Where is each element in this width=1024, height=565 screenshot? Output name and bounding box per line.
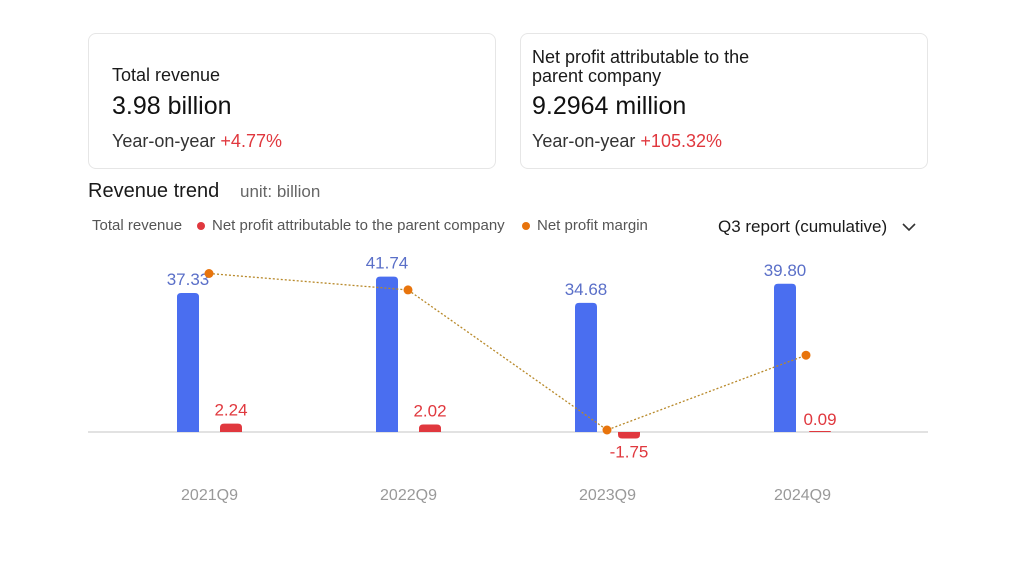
x-axis-tick-label: 2024Q9 (774, 487, 831, 504)
profit-bar (419, 424, 441, 432)
legend-label: Net profit margin (537, 217, 648, 234)
trend-unit: unit: billion (240, 182, 321, 201)
period-select-dropdown[interactable]: Q3 report (cumulative) (718, 214, 917, 240)
trend-title: Revenue trend (88, 180, 220, 202)
legend-label: Total revenue (92, 217, 183, 234)
legend-item-net-profit[interactable]: Net profit attributable to the parent co… (197, 217, 505, 234)
total-revenue-yoy: Year-on-year +4.77% (112, 131, 282, 152)
net-profit-label: Net profit attributable to the parent co… (532, 47, 750, 86)
legend-label: Net profit attributable to the parent co… (212, 217, 505, 234)
revenue-value-label: 41.74 (366, 254, 409, 273)
yoy-value: +105.32% (640, 131, 722, 151)
profit-value-label: 2.24 (214, 401, 247, 420)
chevron-down-icon (901, 222, 917, 232)
period-select-value: Q3 report (cumulative) (718, 217, 888, 236)
revenue-bar (774, 283, 796, 432)
net-profit-margin-point (801, 350, 811, 360)
net-profit-yoy: Year-on-year +105.32% (532, 131, 722, 152)
legend-dot-icon (522, 221, 530, 230)
total-revenue-card: Total revenue 3.98 billion Year-on-year … (88, 33, 496, 169)
net-profit-margin-point (403, 285, 413, 295)
x-axis-tick-label: 2023Q9 (579, 487, 636, 504)
x-axis-tick-label: 2022Q9 (380, 487, 437, 504)
revenue-bar (177, 293, 199, 432)
total-revenue-label: Total revenue (112, 65, 221, 85)
legend-item-total-revenue[interactable]: Total revenue (92, 217, 182, 234)
net-profit-margin-line (208, 272, 807, 431)
net-profit-value: 9.2964 million (532, 92, 687, 120)
legend-item-net-profit-margin[interactable]: Net profit margin (522, 217, 648, 234)
profit-bar (809, 431, 831, 432)
revenue-value-label: 34.68 (565, 280, 608, 299)
legend-dot-icon (197, 221, 205, 230)
net-profit-margin-point (204, 269, 214, 278)
revenue-value-label: 39.80 (764, 261, 807, 280)
profit-value-label: 0.09 (803, 410, 836, 429)
yoy-value: +4.77% (220, 131, 282, 151)
profit-value-label: -1.75 (610, 443, 649, 462)
net-profit-card: Net profit attributable to the parent co… (520, 33, 928, 169)
yoy-label: Year-on-year (112, 131, 216, 151)
net-profit-margin-point (602, 425, 612, 435)
x-axis-tick-label: 2021Q9 (181, 487, 238, 504)
revenue-bar (376, 276, 398, 432)
revenue-bar (575, 302, 597, 432)
profit-value-label: 2.02 (413, 401, 446, 420)
yoy-label: Year-on-year (532, 131, 636, 151)
profit-bar (220, 423, 242, 432)
total-revenue-value: 3.98 billion (112, 92, 232, 120)
profit-bar (618, 432, 640, 439)
revenue-value-label: 37.33 (167, 270, 210, 289)
